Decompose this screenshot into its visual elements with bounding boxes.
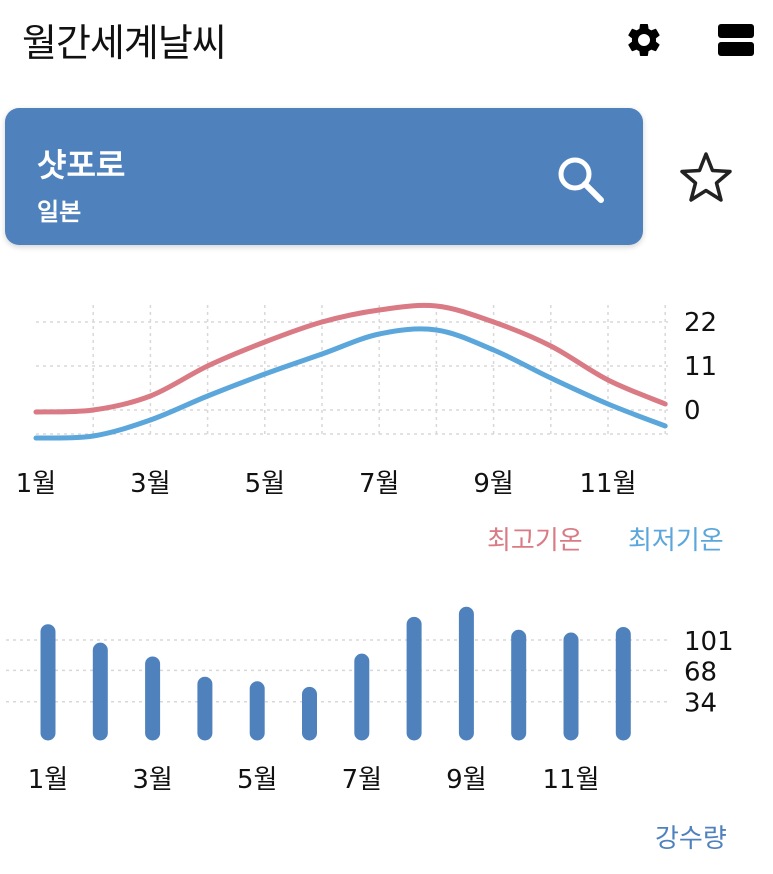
precip-y-tick-label: 101 [684,627,734,657]
precip-x-tick-label: 11월 [542,765,599,795]
precip-y-tick-label: 34 [684,689,717,719]
temp-x-tick-label: 3월 [130,469,170,499]
app-title: 월간세계날씨 [22,21,227,65]
temp-y-tick-label: 0 [684,396,701,426]
temperature-series [33,302,668,441]
precipitation-x-ticks: 1월 3월 5월 7월 9월 11월 [28,765,600,795]
precip-y-tick-label: 68 [684,657,717,687]
temp-y-tick-label: 11 [684,352,717,382]
temp-x-tick-label: 5월 [245,469,285,499]
favorite-star-icon[interactable] [676,148,736,208]
legend-precipitation: 강수량 [655,824,727,854]
min-temp-line [33,326,668,441]
temp-y-tick-label: 22 [684,308,717,338]
settings-gear-icon[interactable] [624,20,664,60]
precip-x-tick-label: 5월 [237,765,277,795]
city-name: 샷포로 [37,146,126,184]
temperature-grid [36,305,668,436]
precip-x-tick-label: 3월 [132,765,172,795]
country-name: 일본 [37,198,82,226]
temp-x-tick-label: 1월 [16,469,56,499]
view-agenda-icon[interactable] [716,20,756,60]
legend-max-temp: 최고기온 [487,526,583,556]
precipitation-bars [40,606,631,741]
precip-x-tick-label: 7월 [342,765,382,795]
search-icon[interactable] [553,152,609,208]
temp-x-tick-label: 9월 [473,469,513,499]
temperature-x-ticks: 1월 3월 5월 7월 9월 11월 [16,469,637,499]
location-search-card[interactable]: 샷포로 일본 [5,108,643,245]
temp-x-tick-label: 7월 [359,469,399,499]
legend-min-temp: 최저기온 [628,526,724,556]
precip-x-tick-label: 1월 [28,765,68,795]
temperature-y-ticks: 22 11 0 [684,308,717,426]
temp-x-tick-label: 11월 [579,469,636,499]
precipitation-grid [6,639,668,703]
precip-x-tick-label: 9월 [446,765,486,795]
max-temp-line [33,302,668,415]
